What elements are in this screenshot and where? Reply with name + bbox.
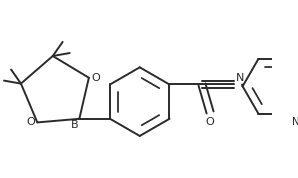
Text: O: O — [91, 73, 100, 83]
Text: N: N — [235, 73, 244, 83]
Text: O: O — [206, 117, 215, 127]
Text: B: B — [71, 120, 78, 130]
Text: O: O — [26, 117, 35, 127]
Text: NH: NH — [292, 117, 298, 127]
